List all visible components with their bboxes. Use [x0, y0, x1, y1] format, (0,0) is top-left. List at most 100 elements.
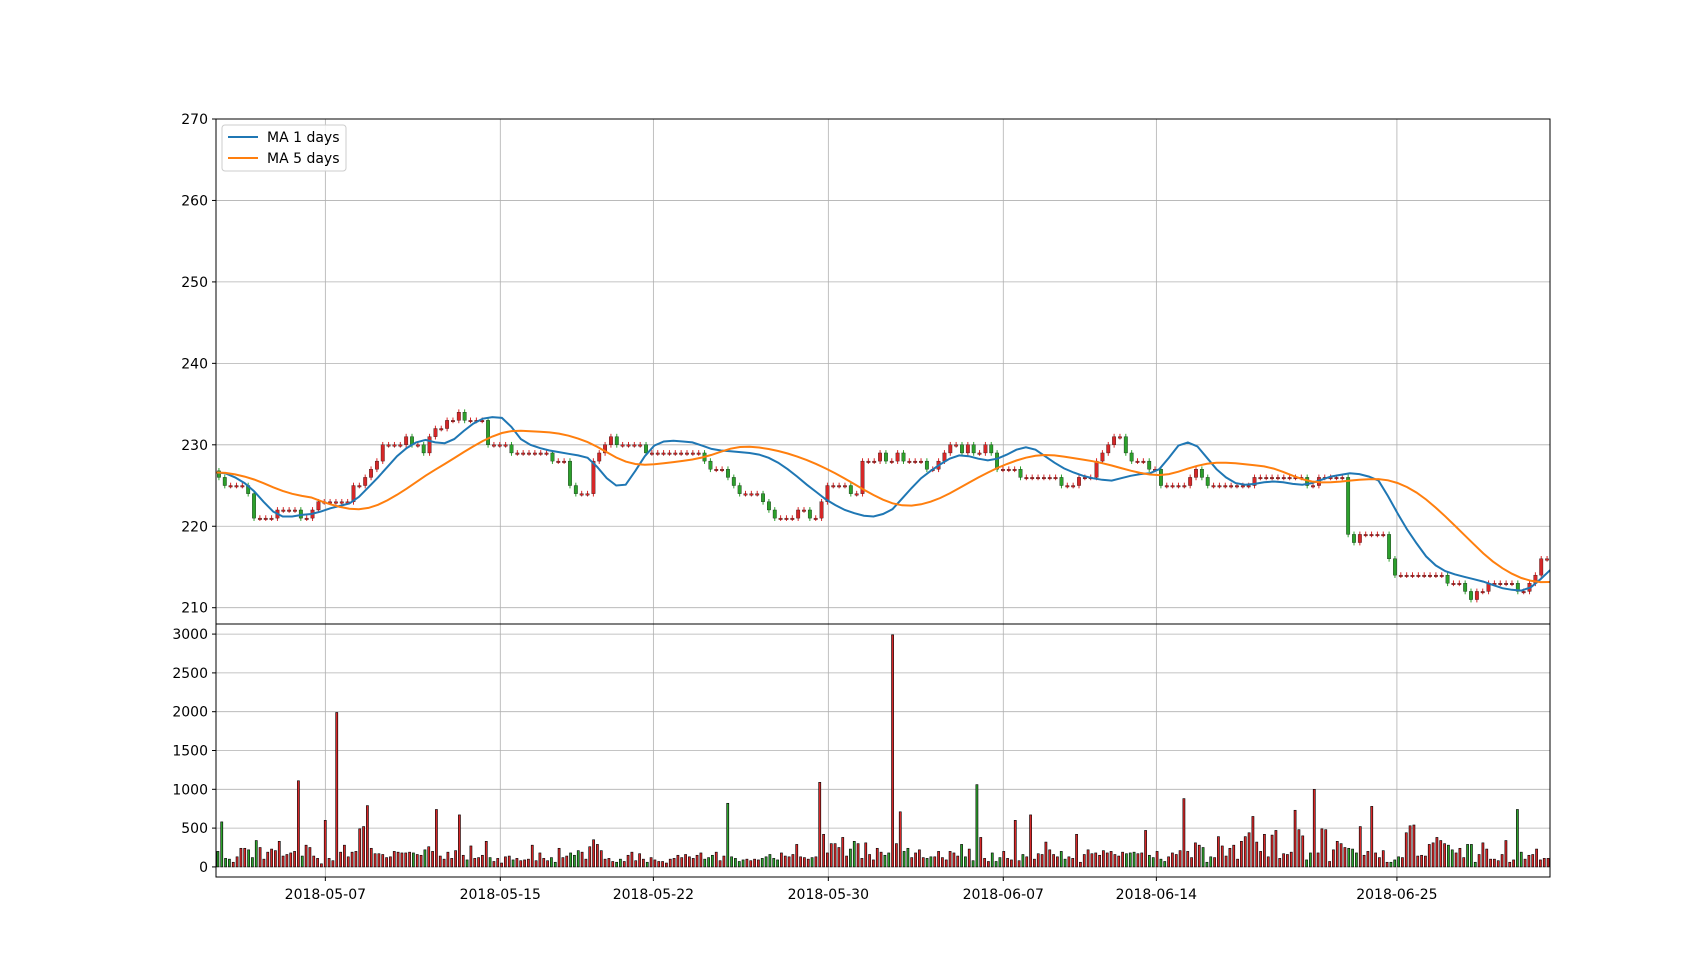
volume-bar: [772, 858, 776, 868]
x-tick-label: 2018-05-15: [460, 887, 541, 903]
candle-body: [1521, 591, 1526, 594]
volume-bar: [1366, 851, 1370, 868]
candle-body: [1270, 477, 1274, 480]
volume-bar: [845, 855, 848, 868]
volume-bar: [1458, 847, 1462, 868]
moving-average-lines: [215, 416, 1551, 592]
volume-bar: [1113, 854, 1117, 868]
candle: [1053, 474, 1058, 481]
candle: [843, 482, 847, 489]
candle: [1428, 572, 1432, 578]
candle-body: [509, 444, 514, 454]
volume-bar: [1190, 857, 1193, 868]
volume-bar: [1462, 857, 1466, 868]
volume-bar: [262, 858, 266, 868]
candle-body: [772, 509, 777, 519]
candle: [1463, 580, 1468, 595]
candle-body: [1258, 477, 1263, 480]
candle-body: [550, 452, 555, 462]
volume-bar: [921, 857, 925, 868]
candle: [515, 450, 520, 456]
candle-body: [456, 412, 461, 421]
volume-bar: [1063, 858, 1067, 868]
candle: [269, 515, 274, 521]
volume-bar: [1025, 856, 1029, 868]
candle-body: [568, 460, 572, 486]
candle-body: [690, 452, 695, 455]
candle-body: [696, 452, 701, 455]
candle: [1445, 572, 1450, 587]
candle-body: [240, 485, 245, 488]
volume-bar: [1309, 852, 1312, 868]
volume-bar: [703, 858, 707, 868]
candle: [1182, 482, 1187, 489]
candle-body: [1451, 583, 1456, 585]
volume-bar: [1236, 858, 1239, 868]
candle-body: [1199, 469, 1204, 478]
candle-body: [708, 460, 713, 470]
volume-bar: [220, 821, 224, 868]
candle-body: [573, 485, 578, 494]
volume-bar: [1389, 861, 1393, 868]
volume-bar: [615, 861, 618, 868]
candle-body: [919, 460, 923, 463]
volume-y-tick-label: 1500: [172, 744, 208, 760]
volume-bar: [1071, 858, 1075, 868]
candle: [240, 482, 245, 489]
volume-bar: [1144, 830, 1147, 868]
volume-bar: [1339, 843, 1343, 868]
candle-body: [1357, 534, 1362, 543]
candle: [1393, 555, 1397, 578]
price-axes-frame: [215, 118, 1551, 625]
candle-body: [222, 477, 227, 486]
candle: [609, 433, 613, 448]
volume-bar: [396, 851, 400, 868]
volume-bar: [918, 849, 921, 868]
candle-body: [1001, 469, 1005, 471]
candle-body: [1515, 583, 1520, 592]
volume-bar: [1320, 828, 1324, 868]
candle-body: [620, 444, 625, 447]
candle: [263, 515, 268, 521]
volume-bar: [829, 843, 833, 868]
volume-bar: [1397, 856, 1400, 868]
candle-body: [1334, 477, 1339, 480]
candle-body: [989, 444, 994, 454]
volume-bar: [1086, 849, 1090, 868]
candle-body: [503, 444, 508, 447]
candle-body: [965, 444, 970, 454]
volume-bar: [1270, 834, 1274, 868]
candle-body: [1240, 485, 1245, 488]
volume-bar: [822, 834, 825, 868]
candle-body: [1539, 558, 1544, 576]
volume-bar: [1006, 858, 1009, 868]
volume-bar: [454, 850, 457, 868]
candle: [772, 507, 777, 521]
volume-bar: [408, 851, 411, 868]
volume-bar: [596, 844, 599, 868]
candle: [532, 450, 537, 456]
volume-bar: [1040, 854, 1044, 868]
volume-bar: [726, 802, 730, 868]
volume-bar: [270, 848, 273, 868]
volume-bar: [941, 857, 944, 868]
candle: [796, 507, 801, 521]
volume-bar: [699, 852, 703, 868]
candle-body: [486, 420, 490, 445]
candle: [626, 441, 631, 448]
volume-bar: [883, 854, 887, 868]
candle-body: [790, 517, 795, 520]
candle-body: [743, 493, 748, 496]
volume-bar: [258, 847, 262, 868]
candle: [860, 458, 865, 497]
candle: [919, 458, 923, 464]
candle-body: [819, 501, 824, 519]
candle-body: [837, 485, 842, 488]
volume-bar: [1079, 861, 1082, 868]
volume-bar: [1036, 853, 1040, 868]
candle: [228, 482, 233, 489]
volume-bar: [718, 860, 722, 868]
candle: [1176, 482, 1181, 489]
volume-bar: [887, 852, 891, 868]
candle-body: [1281, 477, 1286, 480]
